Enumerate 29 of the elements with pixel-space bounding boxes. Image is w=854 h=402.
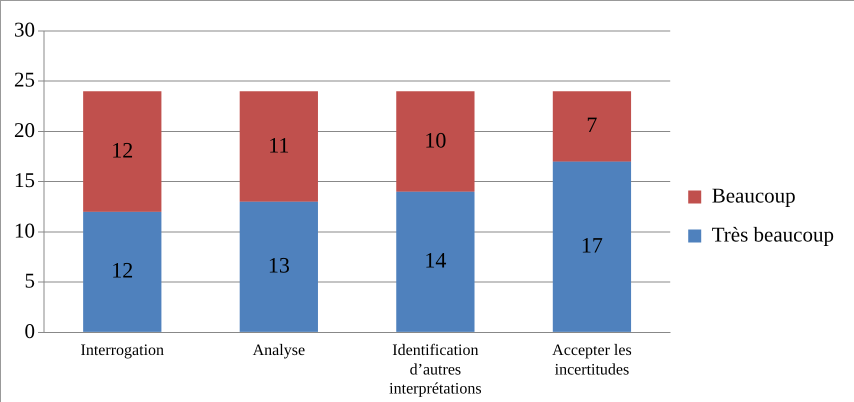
legend-label: Très beaucoup [712,222,834,247]
bar [240,91,318,202]
y-tick-label: 0 [24,318,35,343]
data-label: 7 [586,112,598,138]
y-tick-label: 20 [14,118,35,142]
data-label: 10 [424,127,446,152]
y-tick-label: 15 [14,168,35,192]
data-label: 11 [268,132,290,158]
bar [396,192,475,332]
legend-label: Beaucoup [712,184,796,208]
data-label: 12 [111,258,134,283]
y-tick-label: 25 [14,68,35,92]
x-tick-label: Interrogation [80,342,164,360]
bar [83,91,162,212]
data-label: 14 [424,248,446,273]
x-tick-label: Accepter les incertitudes [552,342,632,378]
bar [552,91,632,162]
x-tick-label: Analyse [252,342,306,360]
data-label: 13 [268,252,290,278]
bar [396,91,475,192]
bar [552,162,632,332]
bar [240,202,318,332]
data-label: 12 [111,137,134,162]
x-tick-label: Identification d’autres interprétations [389,342,482,398]
y-tick-label: 30 [14,18,35,42]
y-tick-label: 5 [24,268,35,293]
data-label: 17 [580,232,603,258]
y-tick-label: 10 [14,218,35,242]
bar [83,212,162,332]
